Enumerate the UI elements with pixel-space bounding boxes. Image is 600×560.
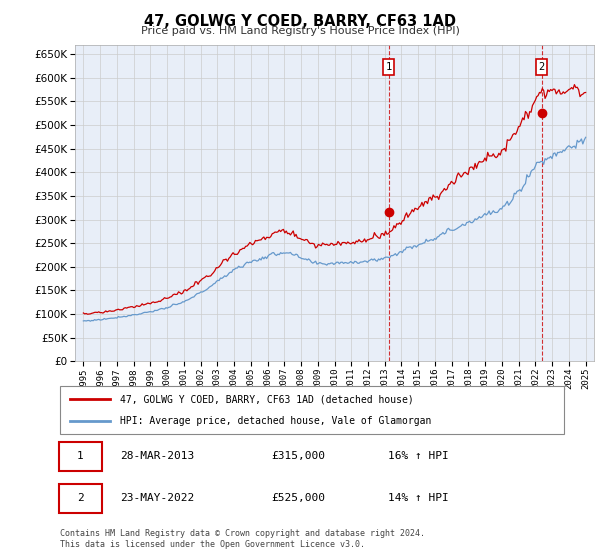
Text: 1: 1 (77, 451, 84, 461)
Text: Contains HM Land Registry data © Crown copyright and database right 2024.
This d: Contains HM Land Registry data © Crown c… (60, 529, 425, 549)
Text: 47, GOLWG Y COED, BARRY, CF63 1AD (detached house): 47, GOLWG Y COED, BARRY, CF63 1AD (detac… (121, 394, 414, 404)
Text: 2: 2 (77, 493, 84, 503)
FancyBboxPatch shape (60, 386, 564, 434)
FancyBboxPatch shape (59, 484, 102, 513)
Text: HPI: Average price, detached house, Vale of Glamorgan: HPI: Average price, detached house, Vale… (121, 416, 432, 426)
FancyBboxPatch shape (59, 442, 102, 470)
Text: 1: 1 (385, 62, 392, 72)
Text: 28-MAR-2013: 28-MAR-2013 (121, 451, 195, 461)
Text: £315,000: £315,000 (272, 451, 326, 461)
Text: £525,000: £525,000 (272, 493, 326, 503)
Text: 14% ↑ HPI: 14% ↑ HPI (388, 493, 448, 503)
Text: 16% ↑ HPI: 16% ↑ HPI (388, 451, 448, 461)
Text: 2: 2 (539, 62, 545, 72)
Text: 47, GOLWG Y COED, BARRY, CF63 1AD: 47, GOLWG Y COED, BARRY, CF63 1AD (144, 14, 456, 29)
Text: Price paid vs. HM Land Registry's House Price Index (HPI): Price paid vs. HM Land Registry's House … (140, 26, 460, 36)
Text: 23-MAY-2022: 23-MAY-2022 (121, 493, 195, 503)
